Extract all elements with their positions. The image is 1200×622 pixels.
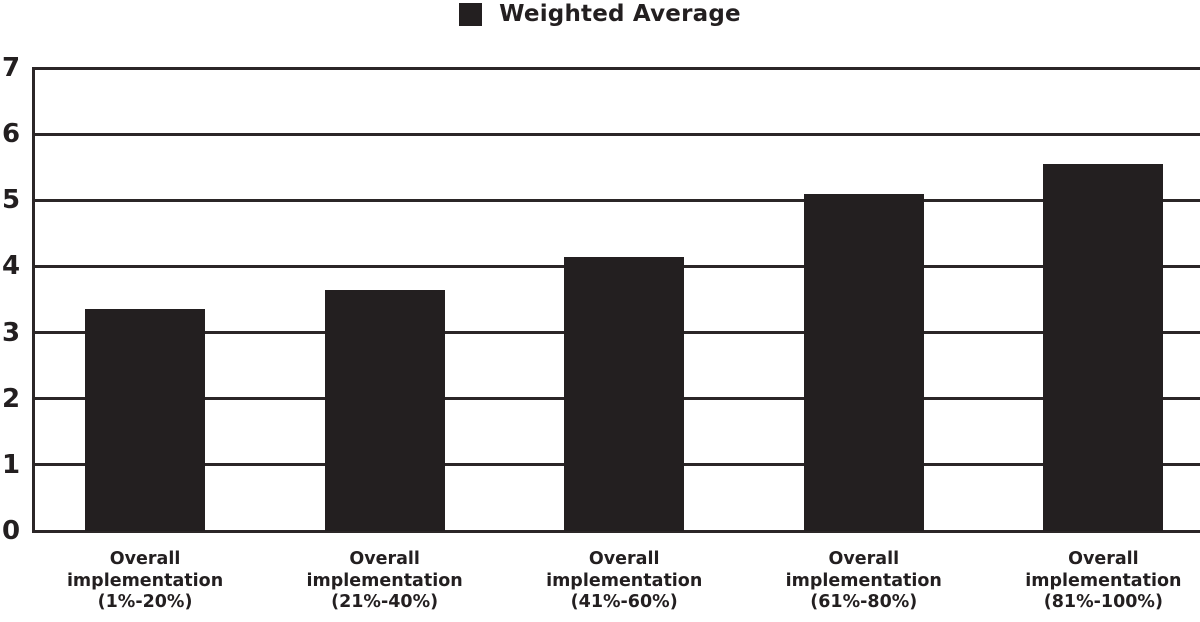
x-category-label-line: Overall [588,549,660,569]
x-category-label: Overall implementation (41%-60%) [494,549,754,614]
y-tick-label: 6 [2,119,21,150]
y-tick-label: 1 [2,449,21,480]
x-category-label-line: Overall [349,549,420,569]
y-axis: 0 1 2 3 4 5 6 7 [0,55,26,544]
bar-1 [85,309,206,531]
legend-swatch-icon [459,2,483,26]
plot-area [31,66,1200,533]
gridline [33,66,1200,70]
x-category-label-line: (41%-60%) [570,592,678,612]
x-category-label-line: implementation [785,570,942,591]
x-category-label: Overall implementation (21%-40%) [255,549,515,614]
y-tick-label: 0 [2,516,21,546]
y-axis-line [31,66,35,533]
y-tick-label: 5 [2,185,21,216]
bar-4 [803,193,924,531]
x-category-label-line: Overall [109,549,181,569]
legend: Weighted Average [0,1,1200,27]
x-category-label-line: Overall [828,549,900,569]
x-category-label-line: (61%-80%) [810,592,918,612]
bar-2 [324,289,445,531]
gridline [33,529,1200,533]
bar-3 [564,256,685,531]
x-category-label: Overall implementation (1%-20%) [15,549,275,614]
x-category-label-line: implementation [1025,570,1182,591]
x-category-label-line: (81%-100%) [1043,592,1163,612]
x-category-label-line: Overall [1068,549,1139,569]
gridline [33,198,1200,202]
x-category-label-line: implementation [306,570,463,591]
x-category-label-line: (1%-20%) [97,592,193,612]
y-tick-label: 3 [2,317,21,348]
legend-label: Weighted Average [499,1,741,27]
x-axis-labels: Overall implementation (1%-20%) Overall impl… [33,549,1200,622]
x-category-label-line: (21%-40%) [331,592,439,612]
x-category-label-line: implementation [546,570,703,591]
x-category-label: Overall implementation (61%-80%) [734,549,994,614]
y-tick-label: 4 [2,251,21,282]
gridline [33,132,1200,136]
x-category-label: Overall implementation (81%-100%) [973,549,1200,614]
bar-5 [1043,163,1164,531]
y-tick-label: 2 [2,383,21,414]
x-category-label-line: implementation [66,570,224,591]
y-tick-label: 7 [2,53,21,83]
